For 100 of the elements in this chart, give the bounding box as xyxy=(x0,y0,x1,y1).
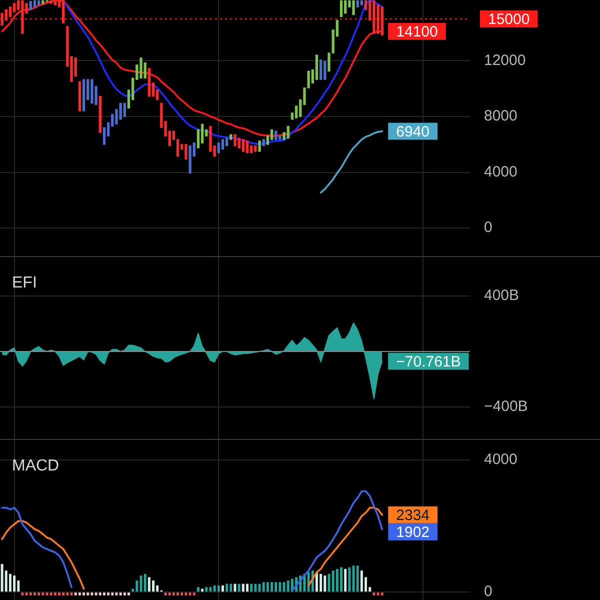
bar xyxy=(136,580,138,592)
y-tick-label: 0 xyxy=(484,583,492,600)
text: EFI xyxy=(12,274,37,292)
bar xyxy=(148,577,150,592)
bar xyxy=(123,592,126,596)
data-label: 6940 xyxy=(396,123,430,140)
bar xyxy=(254,584,257,592)
bar xyxy=(172,592,175,596)
bar xyxy=(176,592,180,596)
bar xyxy=(82,592,86,596)
bar xyxy=(274,582,278,592)
bar xyxy=(348,567,351,592)
bar xyxy=(213,585,216,592)
bar xyxy=(196,587,200,592)
bar xyxy=(119,592,122,596)
bar xyxy=(180,592,184,596)
bar xyxy=(340,567,342,592)
y-tick-label: 400B xyxy=(484,287,520,304)
bar xyxy=(144,574,146,592)
bar xyxy=(86,592,90,596)
bar xyxy=(266,582,269,592)
candlestick xyxy=(221,139,224,150)
bar xyxy=(316,572,318,592)
bar xyxy=(376,592,380,596)
bar xyxy=(188,592,192,596)
bar xyxy=(238,584,240,592)
bar xyxy=(226,584,228,592)
bar xyxy=(62,592,65,596)
bar xyxy=(250,584,253,592)
bar xyxy=(98,592,102,596)
bar xyxy=(372,592,376,596)
bar xyxy=(94,592,98,596)
bar xyxy=(102,592,106,596)
y-tick-label: 4000 xyxy=(484,163,518,180)
candlestick xyxy=(286,126,290,138)
y-tick-label: 4000 xyxy=(484,450,518,468)
ref-line-label: 15000 xyxy=(488,10,530,28)
bar xyxy=(278,582,282,592)
bar xyxy=(320,574,322,592)
bar xyxy=(90,592,94,596)
bar xyxy=(324,576,326,592)
candlestick xyxy=(42,0,44,4)
candlestick xyxy=(356,0,359,8)
bar xyxy=(222,585,224,592)
y-tick-label: 12000 xyxy=(484,52,526,69)
y-tick-label: 8000 xyxy=(484,108,518,125)
bar xyxy=(217,585,220,592)
bar xyxy=(152,580,154,592)
candlestick xyxy=(33,0,36,8)
candlestick xyxy=(123,102,126,117)
bar xyxy=(168,592,171,596)
candlestick xyxy=(254,145,257,152)
bar xyxy=(192,592,196,596)
bar xyxy=(111,592,114,596)
candlestick xyxy=(246,140,249,154)
candlestick xyxy=(217,142,220,154)
bar xyxy=(0,564,4,592)
bar xyxy=(128,592,130,596)
bar xyxy=(344,568,347,592)
bar xyxy=(50,592,52,596)
candlestick xyxy=(0,12,4,26)
data-label: 2334 xyxy=(396,507,430,524)
bar xyxy=(42,592,44,596)
bar xyxy=(8,574,12,592)
candlestick xyxy=(29,1,32,10)
bar xyxy=(242,584,244,592)
bar xyxy=(29,592,32,596)
bar xyxy=(282,582,286,592)
bar xyxy=(25,592,28,596)
candlestick xyxy=(262,139,265,146)
bar xyxy=(230,584,232,592)
data-label: −70.761B xyxy=(396,353,461,370)
bar xyxy=(184,592,188,596)
candlestick xyxy=(274,130,278,140)
bar xyxy=(332,570,334,592)
y-tick-label: 0 xyxy=(484,219,492,236)
bar xyxy=(205,587,208,592)
bar xyxy=(356,566,359,592)
bar xyxy=(336,568,338,592)
bar xyxy=(13,576,16,592)
data-label: 14100 xyxy=(396,24,438,41)
candlestick xyxy=(8,6,12,18)
candlestick xyxy=(258,140,261,152)
bar xyxy=(262,582,265,592)
bar xyxy=(107,592,110,596)
text: MACD xyxy=(12,457,60,474)
bar xyxy=(74,592,77,596)
bar xyxy=(270,582,274,592)
bar xyxy=(360,570,363,592)
bar xyxy=(58,592,60,596)
bar xyxy=(286,580,290,592)
candlestick xyxy=(234,134,236,146)
bar xyxy=(38,592,40,596)
bar xyxy=(246,584,248,592)
y-tick-label: −400B xyxy=(484,398,528,416)
data-label: 1902 xyxy=(396,524,430,542)
bar xyxy=(34,592,36,596)
bar xyxy=(66,592,69,596)
candlestick xyxy=(50,0,52,4)
bar xyxy=(78,592,81,596)
